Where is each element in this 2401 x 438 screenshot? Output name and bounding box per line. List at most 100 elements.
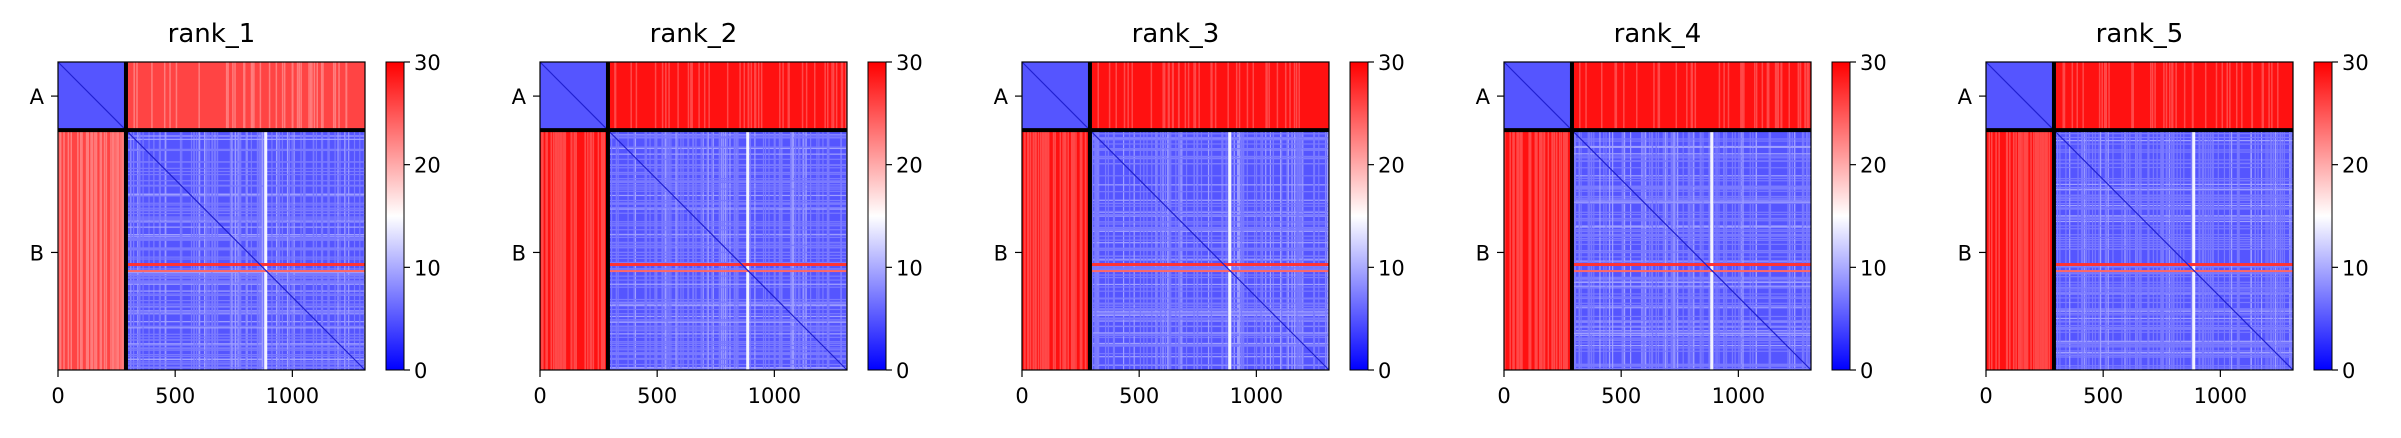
texture-stripe	[1788, 62, 1790, 131]
texture-stripe	[2166, 130, 2168, 370]
texture-stripe	[1571, 297, 1811, 300]
texture-stripe	[1565, 130, 1568, 370]
texture-stripe	[2211, 130, 2213, 370]
texture-stripe	[139, 130, 141, 370]
texture-stripe	[1168, 130, 1170, 370]
texture-stripe	[702, 130, 704, 370]
texture-stripe	[607, 244, 847, 246]
texture-stripe	[1080, 130, 1083, 370]
texture-stripe	[1590, 130, 1593, 370]
texture-stripe	[2152, 130, 2154, 370]
feature-row	[2053, 270, 2293, 273]
texture-stripe	[1281, 130, 1283, 370]
texture-stripe	[560, 130, 563, 370]
texture-stripe	[263, 130, 265, 370]
texture-stripe	[2124, 130, 2126, 370]
texture-stripe	[666, 130, 668, 370]
texture-stripe	[1694, 62, 1697, 131]
texture-stripe	[1562, 130, 1565, 370]
texture-stripe	[227, 62, 229, 131]
texture-stripe	[125, 258, 366, 260]
texture-stripe	[2053, 345, 2293, 347]
colorbar-tick-label: 10	[414, 256, 441, 280]
texture-stripe	[1089, 259, 1329, 262]
texture-stripe	[725, 130, 727, 370]
texture-stripe	[2241, 62, 2243, 131]
texture-stripe	[607, 184, 847, 186]
texture-stripe	[1211, 62, 1213, 131]
texture-stripe	[607, 352, 847, 354]
texture-stripe	[198, 62, 200, 131]
texture-stripe	[1671, 130, 1673, 370]
texture-stripe	[2289, 130, 2291, 370]
texture-stripe	[2030, 130, 2032, 370]
texture-stripe	[1571, 201, 1811, 203]
texture-stripe	[1162, 62, 1164, 131]
texture-stripe	[797, 130, 800, 370]
texture-stripe	[2169, 62, 2171, 131]
texture-stripe	[607, 257, 847, 259]
texture-stripe	[216, 130, 218, 370]
texture-stripe	[1766, 62, 1769, 131]
texture-stripe	[1089, 344, 1329, 346]
texture-stripe	[2059, 130, 2061, 370]
texture-stripe	[163, 62, 166, 131]
texture-stripe	[2053, 207, 2293, 210]
texture-stripe	[2025, 130, 2028, 370]
texture-stripe	[2041, 130, 2044, 370]
texture-stripe	[291, 62, 294, 131]
texture-stripe	[1094, 130, 1096, 370]
texture-stripe	[592, 130, 595, 370]
texture-stripe	[739, 62, 741, 131]
heatmap-texture	[1024, 62, 1329, 370]
texture-stripe	[721, 130, 723, 370]
texture-stripe	[1509, 130, 1511, 370]
texture-stripe	[607, 308, 847, 311]
x-tick-label: 1000	[1712, 384, 1765, 408]
texture-stripe	[345, 62, 347, 131]
texture-stripe	[791, 130, 793, 370]
texture-stripe	[1059, 130, 1062, 370]
texture-stripe	[607, 134, 847, 136]
texture-stripe	[2290, 130, 2292, 370]
texture-stripe	[691, 62, 693, 131]
x-tick-label: 0	[51, 384, 64, 408]
x-tick-label: 1000	[748, 384, 801, 408]
texture-stripe	[125, 210, 366, 212]
texture-stripe	[545, 130, 547, 370]
texture-stripe	[2104, 130, 2106, 370]
x-tick-label: 500	[637, 384, 677, 408]
texture-stripe	[1089, 314, 1329, 316]
texture-stripe	[1089, 333, 1329, 335]
texture-stripe	[2270, 130, 2273, 370]
texture-stripe	[1235, 62, 1238, 131]
texture-stripe	[2056, 130, 2059, 370]
texture-stripe	[125, 173, 366, 176]
colorbar-tick-label: 10	[1378, 256, 1405, 280]
texture-stripe	[1585, 62, 1587, 131]
texture-stripe	[607, 254, 847, 256]
y-tick-label: A	[1476, 85, 1491, 109]
texture-stripe	[1089, 325, 1329, 327]
colorbar-gradient	[2313, 61, 2333, 371]
texture-stripe	[1150, 62, 1153, 131]
texture-stripe	[2162, 130, 2164, 370]
texture-stripe	[1089, 213, 1329, 216]
texture-stripe	[90, 130, 92, 370]
texture-stripe	[607, 342, 847, 344]
colorbar-tick-label: 0	[1860, 359, 1873, 383]
texture-stripe	[1571, 235, 1811, 237]
y-tick-label: B	[30, 241, 44, 265]
feature-row	[607, 263, 847, 267]
texture-stripe	[601, 130, 604, 370]
texture-stripe	[1529, 130, 1532, 370]
texture-stripe	[723, 130, 725, 370]
texture-stripe	[607, 190, 847, 192]
texture-stripe	[1797, 62, 1800, 131]
texture-stripe	[607, 223, 847, 225]
texture-stripe	[2053, 208, 2293, 210]
texture-stripe	[2053, 353, 2293, 355]
texture-stripe	[661, 130, 663, 370]
texture-stripe	[688, 130, 690, 370]
texture-stripe	[754, 62, 757, 131]
